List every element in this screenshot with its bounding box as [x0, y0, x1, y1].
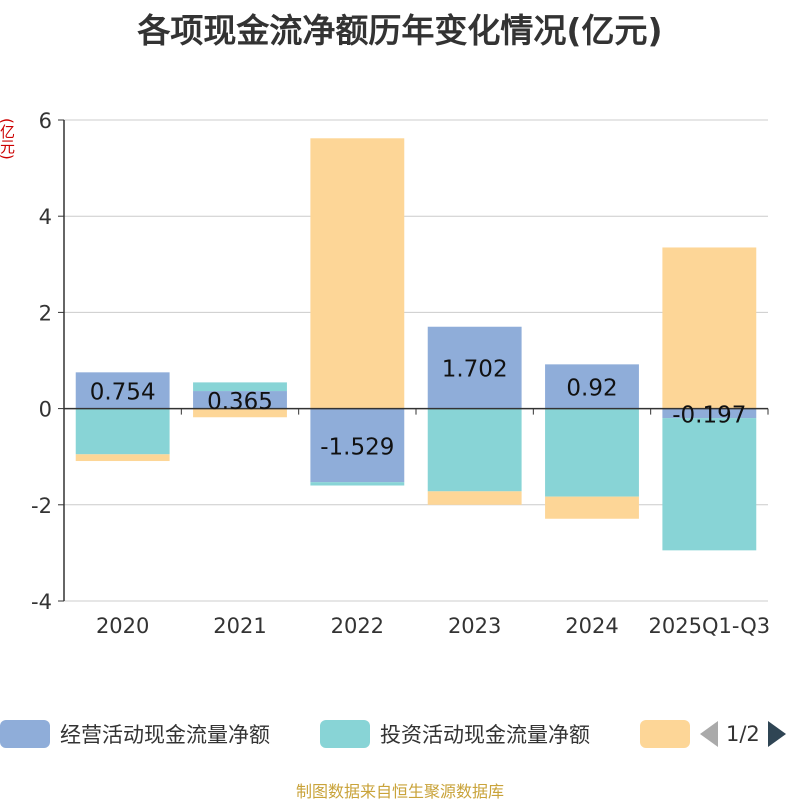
- bar-operating: [427, 326, 522, 409]
- bar-financing: [193, 408, 287, 418]
- y-tick-label: -2: [31, 494, 52, 518]
- legend-item-investing[interactable]: 投资活动现金流量净额: [320, 714, 590, 754]
- y-tick-label: 2: [39, 301, 52, 325]
- bar-investing: [427, 408, 522, 492]
- data-label: 1.702: [442, 357, 508, 383]
- bar-operating: [545, 364, 639, 409]
- bar-operating: [193, 391, 287, 409]
- x-tick-label: 2024: [565, 614, 618, 638]
- legend-label-investing: 投资活动现金流量净额: [380, 723, 590, 747]
- legend-page-indicator: 1/2: [726, 722, 760, 746]
- data-label: -0.197: [672, 402, 746, 428]
- legend-pager: 1/2: [700, 714, 786, 754]
- legend-next-icon[interactable]: [767, 721, 786, 747]
- bar-operating: [662, 408, 757, 419]
- y-tick-label: 6: [39, 109, 52, 133]
- y-tick-label: 0: [39, 398, 52, 422]
- y-tick-label: 4: [39, 205, 52, 229]
- legend-label-operating: 经营活动现金流量净额: [60, 723, 270, 747]
- chart-canvas: -4 -2 0 2 4 6 2020 2021 2022 2023 2024 2025Q1-Q3 0.7…: [31, 109, 771, 638]
- bar-financing: [662, 247, 757, 409]
- legend-item-operating[interactable]: 经营活动现金流量净额: [0, 714, 270, 754]
- y-tick-label: -4: [31, 590, 52, 614]
- data-label: 0.92: [566, 375, 617, 401]
- x-tick-label: 2023: [448, 614, 501, 638]
- bar-financing: [545, 496, 639, 519]
- y-axis-unit: (亿元): [0, 118, 16, 160]
- bar-financing: [427, 491, 522, 505]
- legend-swatch-investing: [320, 720, 370, 748]
- x-tick-label: 2025Q1-Q3: [649, 614, 771, 638]
- data-label: 0.754: [90, 379, 156, 405]
- x-tick-label: 2020: [96, 614, 149, 638]
- legend: 经营活动现金流量净额 投资活动现金流量净额 1/2: [0, 714, 800, 754]
- chart-title: 各项现金流净额历年变化情况(亿元): [137, 11, 663, 50]
- bar-operating: [75, 372, 170, 409]
- bar-financing: [75, 454, 170, 462]
- bar-investing: [193, 382, 287, 392]
- x-tick-label: 2022: [331, 614, 384, 638]
- bar-investing: [310, 482, 405, 486]
- legend-item-financing[interactable]: [640, 714, 690, 754]
- data-label: -1.529: [320, 434, 394, 460]
- data-label: 0.365: [207, 389, 273, 415]
- bar-investing: [545, 408, 639, 497]
- legend-swatch-financing: [640, 720, 690, 748]
- legend-prev-icon[interactable]: [700, 721, 718, 747]
- bar-operating: [310, 408, 405, 483]
- bar-investing: [662, 418, 757, 551]
- legend-swatch-operating: [0, 720, 50, 748]
- x-tick-label: 2021: [213, 614, 266, 638]
- bar-financing: [310, 138, 405, 409]
- data-source-note: 制图数据来自恒生聚源数据库: [295, 782, 504, 801]
- bar-investing: [75, 408, 170, 455]
